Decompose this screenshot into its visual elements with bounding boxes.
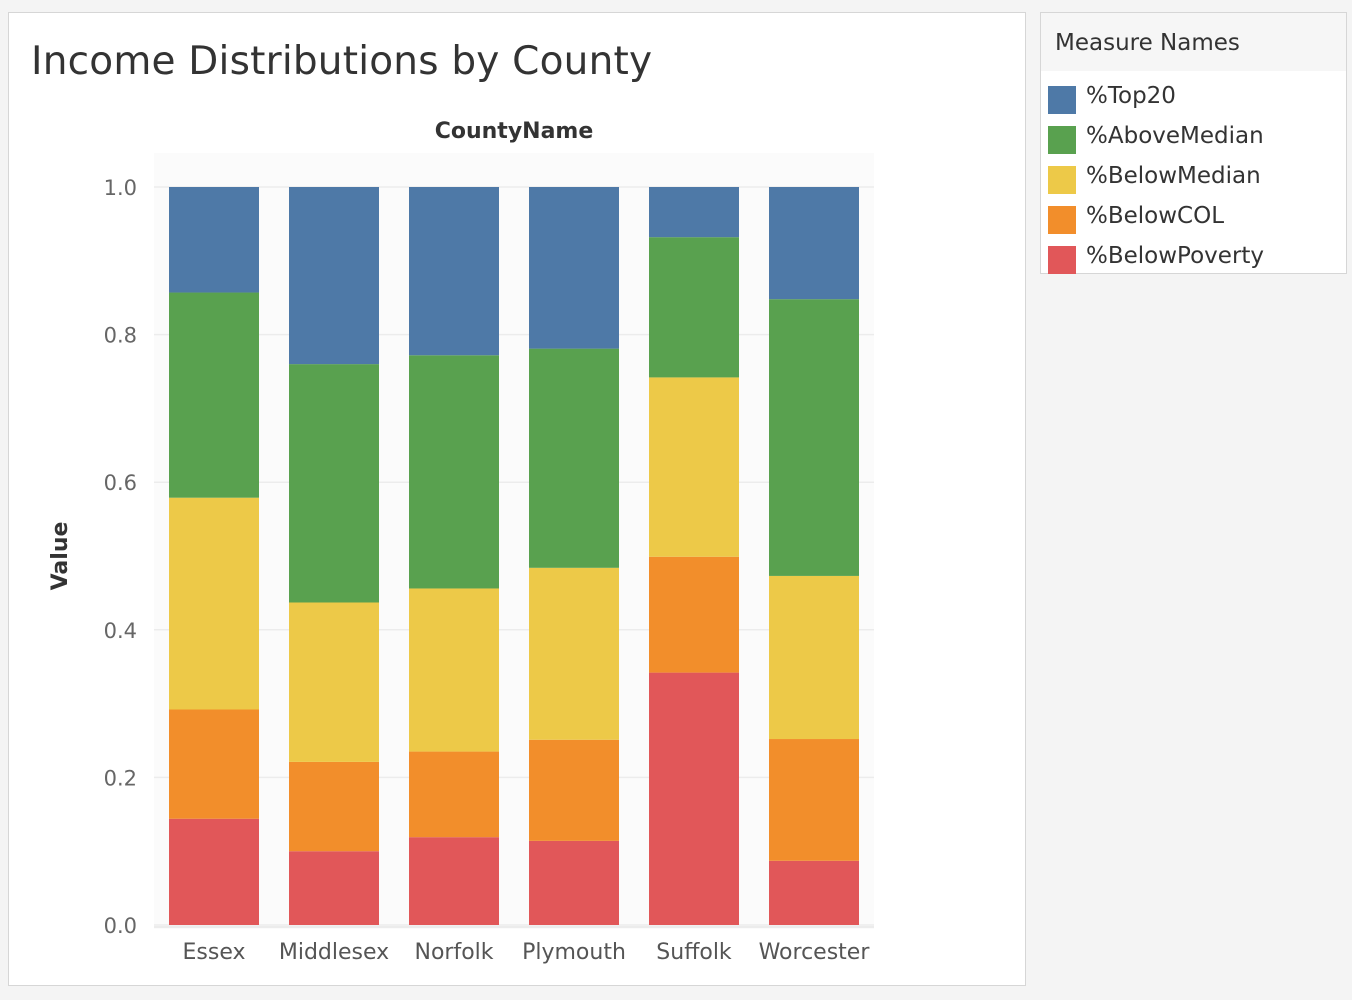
legend-label: %BelowMedian [1086, 163, 1261, 189]
y-tick-label: 0.0 [104, 914, 137, 938]
y-tick-label: 0.6 [104, 471, 137, 495]
bar-group-plymouth [529, 187, 619, 925]
legend-label: %BelowCOL [1086, 203, 1225, 229]
bar-segment [769, 860, 859, 925]
bar-segment [769, 187, 859, 300]
x-tick-label: Essex [183, 940, 246, 965]
x-tick-label: Middlesex [279, 940, 389, 965]
legend-swatch [1048, 126, 1076, 154]
bar-segment [169, 818, 259, 925]
bar-segment [529, 187, 619, 349]
bar-segment [769, 739, 859, 861]
bar-segment [649, 237, 739, 378]
bar-segment [289, 602, 379, 762]
x-tick-label: Suffolk [656, 940, 732, 965]
legend-item[interactable]: %BelowCOL [1048, 199, 1338, 239]
legend-item[interactable]: %Top20 [1048, 79, 1338, 119]
y-tick-label: 0.2 [104, 766, 137, 790]
bar-segment [529, 348, 619, 568]
plot-area [154, 153, 874, 929]
legend-swatch [1048, 246, 1076, 274]
stacked-bar-chart: 0.0 0.2 0.4 0.6 0.8 1.0 CountyName Value Essex Mi… [48, 119, 874, 965]
bar-group-norfolk [409, 187, 499, 925]
legend-item[interactable]: %BelowPoverty [1048, 239, 1338, 279]
bar-group-suffolk [649, 187, 739, 925]
bar-segment [289, 851, 379, 925]
y-tick-label: 0.4 [104, 619, 137, 643]
bar-segment [409, 187, 499, 356]
x-axis-title: CountyName [435, 119, 594, 144]
y-axis-title: Value [48, 522, 73, 591]
x-tick-label: Norfolk [414, 940, 493, 965]
bar-segment [409, 837, 499, 925]
bar-segment [169, 709, 259, 819]
bar-segment [409, 751, 499, 838]
x-tick-label: Plymouth [522, 940, 626, 965]
x-tick-label: Worcester [759, 940, 871, 965]
bar-segment [769, 299, 859, 576]
bar-segment [169, 187, 259, 293]
bar-segment [649, 672, 739, 925]
legend-swatch [1048, 166, 1076, 194]
bar-segment [529, 567, 619, 740]
bar-segment [289, 364, 379, 603]
bar-segment [529, 739, 619, 841]
bar-segment [649, 377, 739, 557]
chart-title: Income Distributions by County [31, 39, 653, 84]
legend-label: %Top20 [1086, 83, 1176, 109]
bar-group-worcester [769, 187, 859, 925]
bar-segment [169, 292, 259, 498]
bar-segment [649, 187, 739, 238]
bar-segment [409, 588, 499, 752]
legend-label: %AboveMedian [1086, 123, 1264, 149]
bar-group-middlesex [289, 187, 379, 925]
bar-segment [769, 575, 859, 740]
legend-item[interactable]: %BelowMedian [1048, 159, 1338, 199]
bar-segment [289, 761, 379, 852]
legend-swatch [1048, 86, 1076, 114]
bar-segment [289, 187, 379, 365]
chart-panel: Income Distributions by County 0.0 0.2 0.4… [8, 12, 1026, 986]
legend-title: Measure Names [1041, 13, 1346, 71]
bar-segment [169, 497, 259, 710]
y-tick-label: 0.8 [104, 324, 137, 348]
bar-segment [529, 840, 619, 925]
legend-label: %BelowPoverty [1086, 243, 1265, 269]
y-tick-label: 1.0 [104, 176, 137, 200]
legend-swatch [1048, 206, 1076, 234]
bar-segment [649, 556, 739, 673]
bar-group-essex [169, 187, 259, 925]
legend-panel: Measure Names %Top20 %AboveMedian %BelowMe… [1040, 12, 1347, 274]
bar-segment [409, 355, 499, 589]
legend-item[interactable]: %AboveMedian [1048, 119, 1338, 159]
